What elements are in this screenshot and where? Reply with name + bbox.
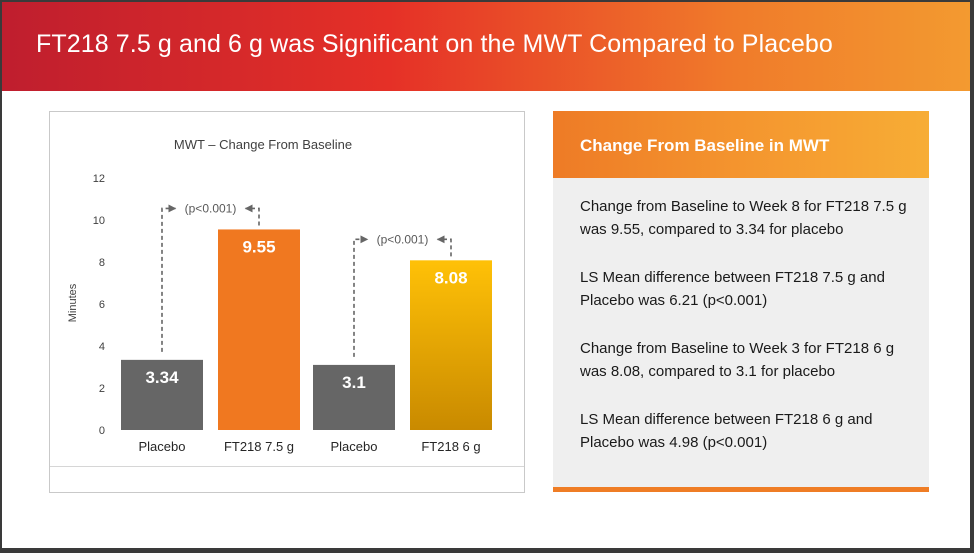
- bar: [121, 359, 203, 430]
- y-tick-label: 12: [93, 173, 105, 185]
- bar-value-label: 3.1: [342, 373, 366, 392]
- y-tick-label: 10: [93, 215, 105, 227]
- significance-bracket-left: [353, 235, 369, 357]
- y-tick-label: 8: [99, 257, 105, 269]
- bar-value-label: 9.55: [242, 237, 275, 256]
- x-tick-label: Placebo: [331, 439, 378, 454]
- summary-heading: Change From Baseline in MWT: [580, 136, 830, 155]
- bar-value-label: 8.08: [434, 268, 467, 287]
- chart-title: MWT – Change From Baseline: [174, 137, 352, 152]
- bar: [410, 260, 492, 430]
- summary-body: Change from Baseline to Week 8 for FT218…: [580, 195, 910, 479]
- significance-bracket-right: [436, 235, 452, 257]
- y-tick-label: 4: [99, 341, 105, 353]
- summary-panel: Change From Baseline in MWT Change from …: [553, 111, 929, 492]
- summary-paragraph: Change from Baseline to Week 3 for FT218…: [580, 340, 895, 380]
- significance-label: (p<0.001): [377, 232, 429, 246]
- title-banner: FT218 7.5 g and 6 g was Significant on t…: [2, 2, 970, 91]
- significance-label: (p<0.001): [185, 201, 237, 215]
- y-tick-label: 6: [99, 299, 105, 311]
- summary-paragraph: Change from Baseline to Week 8 for FT218…: [580, 198, 907, 238]
- y-tick-label: 2: [99, 383, 105, 395]
- significance-bracket-left: [161, 204, 177, 352]
- y-tick-label: 0: [99, 425, 105, 437]
- summary-header: Change From Baseline in MWT: [553, 111, 929, 178]
- bar: [218, 229, 300, 430]
- bar-chart: MWT – Change From Baseline Minutes 0 2 4 6 8…: [67, 137, 492, 454]
- x-tick-label: FT218 7.5 g: [224, 439, 294, 454]
- summary-paragraph: LS Mean difference between FT218 7.5 g a…: [580, 269, 885, 309]
- slide-title: FT218 7.5 g and 6 g was Significant on t…: [36, 30, 833, 58]
- chart-panel: MWT – Change From Baseline Minutes 0 2 4 6 8…: [49, 111, 525, 493]
- bar-value-label: 3.34: [145, 368, 179, 387]
- x-tick-label: Placebo: [139, 439, 186, 454]
- significance-bracket-right: [244, 204, 260, 226]
- chart-divider: [50, 466, 524, 467]
- summary-footer-bar: [553, 487, 929, 492]
- summary-paragraph: LS Mean difference between FT218 6 g and…: [580, 411, 873, 451]
- x-tick-label: FT218 6 g: [421, 439, 480, 454]
- y-axis-label: Minutes: [67, 283, 79, 322]
- bar: [313, 364, 395, 430]
